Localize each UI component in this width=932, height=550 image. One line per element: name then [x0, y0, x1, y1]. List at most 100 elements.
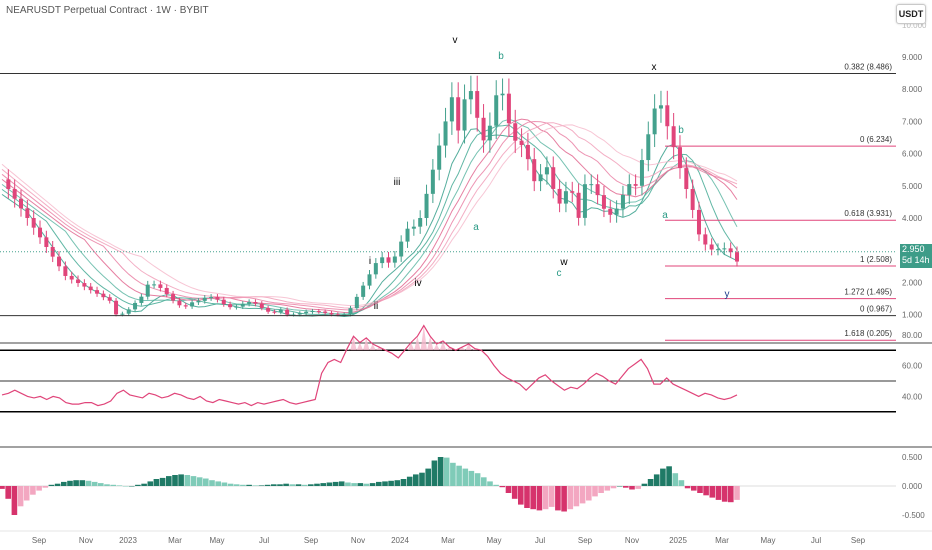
- histogram-bar: [91, 481, 98, 486]
- candle-body: [145, 284, 150, 297]
- candle-body: [12, 189, 17, 199]
- histogram-bar: [573, 486, 580, 507]
- wave-label: b: [498, 51, 504, 62]
- histogram-bar: [394, 480, 401, 486]
- candle-body: [601, 195, 606, 209]
- candle-body: [171, 294, 176, 301]
- histogram-bar: [715, 486, 722, 500]
- candle-body: [576, 192, 581, 218]
- candle-body: [367, 274, 372, 286]
- time-axis-tick-label: Nov: [79, 536, 93, 545]
- candle-body: [563, 191, 568, 204]
- time-axis-tick-label: May: [760, 536, 775, 545]
- histogram-bar: [128, 486, 135, 487]
- histogram-bar: [5, 486, 11, 499]
- histogram-bar: [203, 478, 209, 486]
- candle-body: [722, 248, 727, 250]
- candle-body: [646, 134, 651, 161]
- histogram-bar: [116, 485, 123, 486]
- histogram-bar: [709, 486, 716, 498]
- time-axis-tick-label: 2023: [119, 536, 137, 545]
- histogram-bar: [345, 482, 351, 486]
- histogram-bar: [734, 486, 740, 500]
- candle-body: [253, 302, 258, 304]
- histogram-bar: [604, 486, 611, 491]
- candle-body: [525, 144, 530, 160]
- histogram-bar: [110, 484, 116, 486]
- candle-body: [418, 218, 423, 227]
- histogram-bar: [159, 477, 166, 486]
- histogram-bar: [252, 485, 259, 486]
- candle-body: [95, 290, 100, 294]
- histogram-bar: [209, 480, 215, 486]
- histogram-bar: [691, 486, 697, 491]
- candle-body: [228, 304, 233, 308]
- candle-body: [234, 306, 239, 308]
- histogram-bar: [233, 484, 240, 486]
- candle-body: [120, 313, 125, 315]
- candle-body: [582, 184, 587, 218]
- price-axis-tick-label: 9.000: [902, 53, 923, 62]
- candle-body: [532, 159, 537, 182]
- price-axis-tick-label: 6.000: [902, 150, 923, 159]
- histogram-bar: [178, 474, 184, 486]
- ribbon-line: [1, 120, 738, 311]
- histogram-bar: [647, 479, 654, 486]
- candle-body: [456, 97, 461, 131]
- candle-body: [437, 145, 442, 170]
- candle-body: [430, 169, 435, 194]
- candle-body: [183, 305, 188, 307]
- histogram-axis-tick-label: 0.000: [902, 482, 923, 491]
- candle-body: [291, 314, 296, 316]
- histogram-bar: [42, 486, 49, 488]
- candle-body: [709, 244, 714, 250]
- candle-body: [348, 308, 353, 315]
- histogram-bar: [320, 483, 326, 486]
- histogram-bar: [23, 486, 30, 501]
- candle-body: [177, 300, 182, 306]
- wave-label: a: [662, 210, 668, 221]
- candle-body: [202, 297, 207, 301]
- histogram-bar: [431, 460, 438, 486]
- candle-body: [703, 234, 708, 245]
- histogram-bar: [555, 486, 561, 511]
- currency-button[interactable]: USDT: [896, 4, 926, 24]
- candle-body: [658, 105, 663, 109]
- candle-body: [544, 167, 549, 175]
- candle-body: [259, 303, 264, 308]
- histogram-bar: [530, 486, 536, 510]
- histogram-bar: [641, 483, 648, 486]
- candle-body: [209, 297, 214, 299]
- histogram-bar: [450, 462, 456, 486]
- fib-level-label: 1.618 (0.205): [844, 329, 892, 338]
- histogram-bar: [258, 485, 265, 486]
- histogram-bar: [462, 468, 469, 486]
- histogram-bar: [98, 483, 104, 486]
- candle-body: [728, 248, 733, 253]
- histogram-bar: [11, 486, 18, 515]
- histogram-bar: [141, 483, 147, 486]
- candle-body: [449, 97, 454, 122]
- candle-body: [285, 309, 290, 315]
- histogram-bar: [184, 475, 191, 486]
- ribbon-line: [1, 122, 738, 309]
- candle-body: [107, 297, 112, 301]
- histogram-bar: [660, 468, 666, 486]
- histogram-bar: [425, 468, 431, 486]
- histogram-axis-tick-label: -0.500: [902, 511, 925, 520]
- rsi-axis-tick-label: 80.00: [902, 331, 923, 340]
- candle-body: [190, 302, 195, 307]
- candle-body: [316, 311, 321, 313]
- time-axis-tick-label: Nov: [351, 536, 365, 545]
- histogram-axis-tick-label: 0.500: [902, 453, 923, 462]
- candle-body: [684, 168, 689, 190]
- histogram-bar: [277, 484, 283, 486]
- histogram-bar: [536, 486, 543, 511]
- rsi-overbought-fill: [343, 325, 479, 351]
- price-axis-tick-label: 7.000: [902, 117, 923, 126]
- fib-level-label: 1.272 (1.495): [844, 288, 892, 297]
- time-axis-tick-label: Sep: [32, 536, 47, 545]
- candle-body: [266, 307, 271, 312]
- candle-body: [595, 184, 600, 196]
